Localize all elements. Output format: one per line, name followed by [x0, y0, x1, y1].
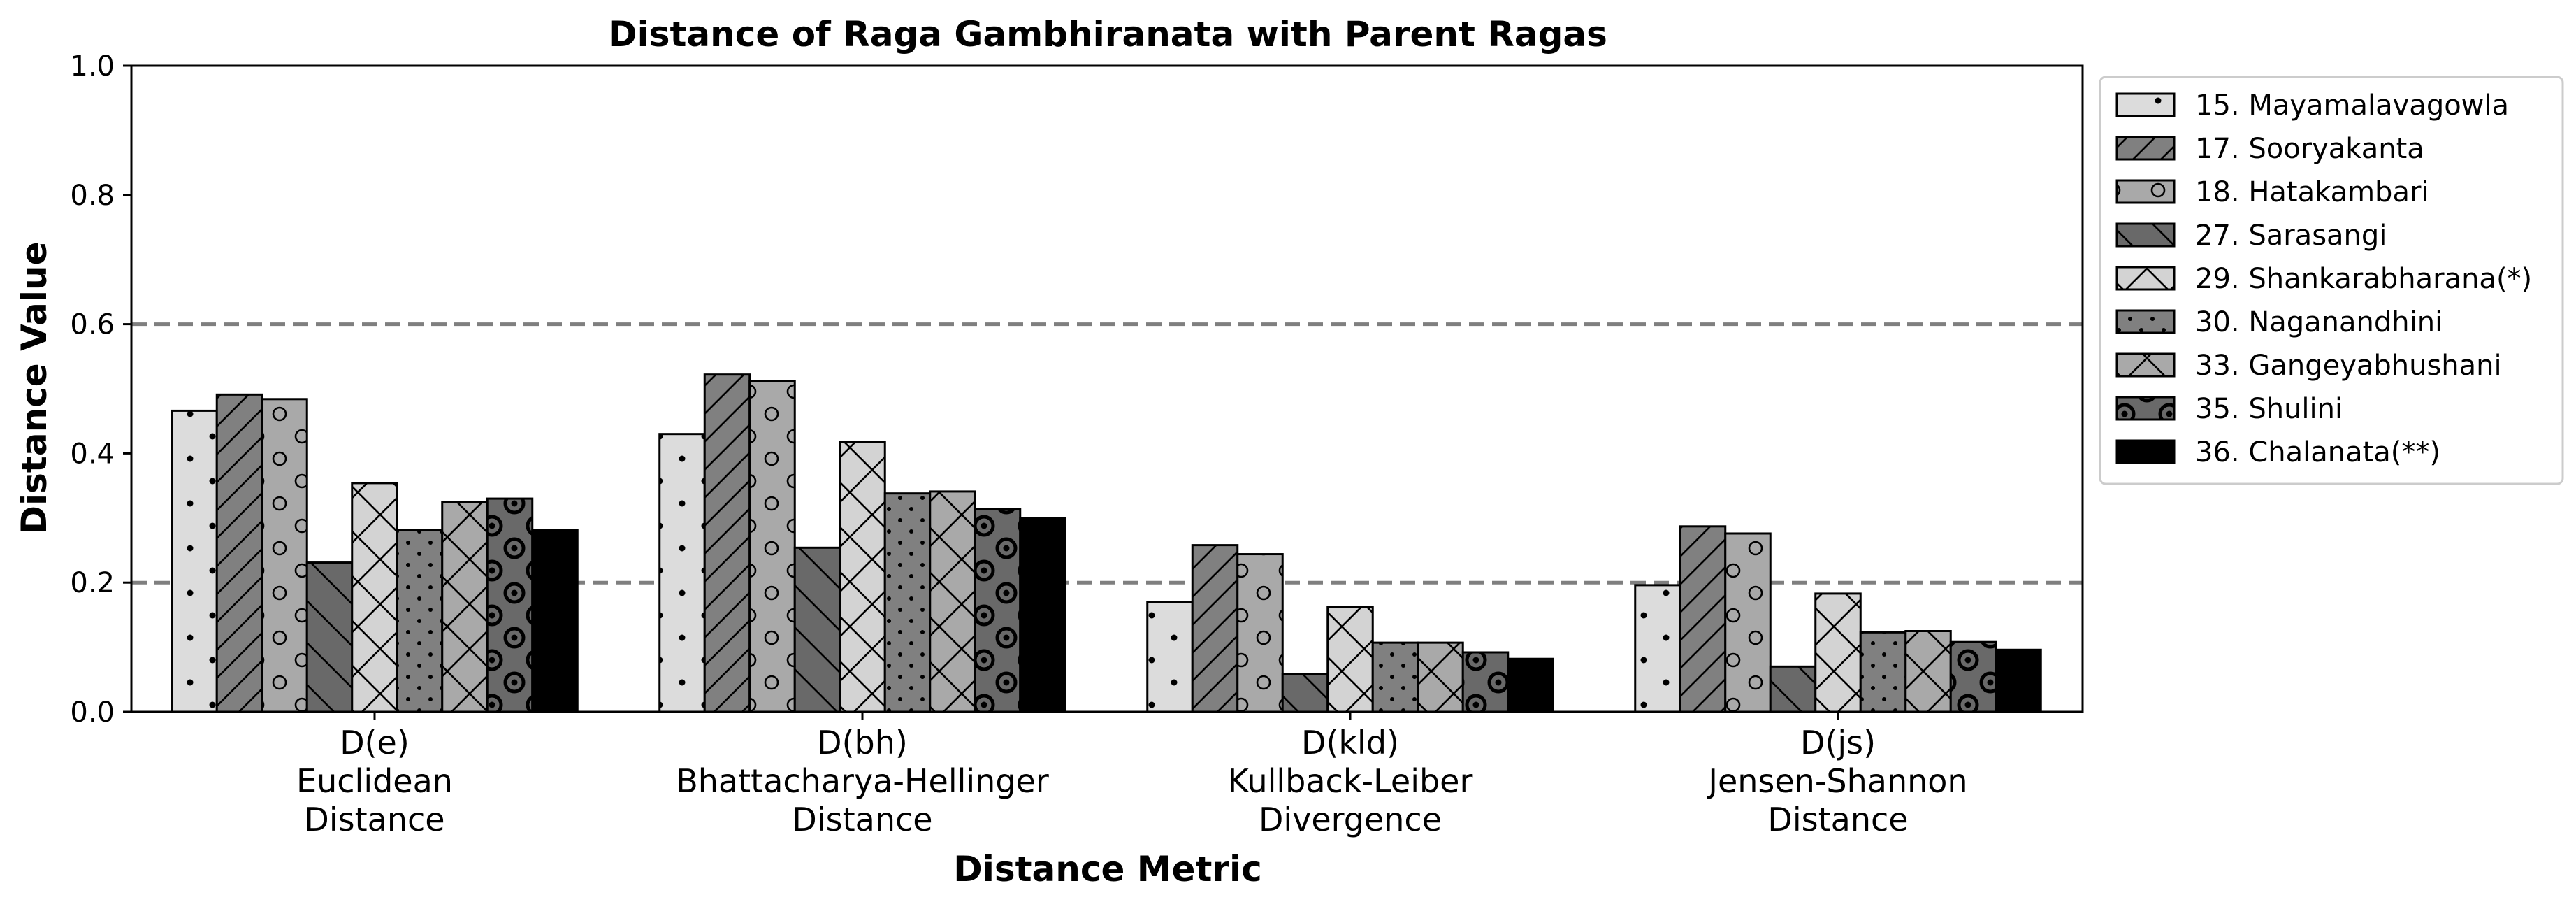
bar-1-7 [974, 508, 1022, 713]
bar-3-7 [1949, 640, 1997, 713]
legend-label-6: 33. Gangeyabhushani [2195, 350, 2502, 382]
legend-swatch-7 [2115, 396, 2176, 421]
x-tick-label-2-0: D(kld) [1301, 724, 1399, 761]
bar-1-5 [883, 492, 932, 713]
legend-swatch-0 [2115, 92, 2176, 117]
bar-3-4 [1814, 592, 1862, 713]
legend-label-3: 27. Sarasangi [2195, 220, 2387, 252]
legend-swatch-6 [2115, 352, 2176, 378]
legend-swatch-5 [2115, 309, 2176, 334]
bar-3-2 [1724, 532, 1772, 713]
legend-swatch-3 [2115, 222, 2176, 248]
bar-2-6 [1417, 641, 1464, 713]
bar-0-0 [171, 409, 218, 713]
y-tick-label-0: 0.0 [70, 696, 115, 729]
legend-label-1: 17. Sooryakanta [2195, 133, 2424, 165]
bar-0-2 [261, 398, 308, 713]
bar-0-1 [215, 393, 263, 713]
legend-swatch-2 [2115, 179, 2176, 204]
legend-label-7: 35. Shulini [2195, 393, 2343, 425]
legend-swatch-4 [2115, 266, 2176, 291]
bar-2-2 [1236, 553, 1284, 713]
legend-label-2: 18. Hatakambari [2195, 176, 2429, 208]
x-tick-label-3-0: D(js) [1800, 724, 1876, 761]
plot-frame [130, 64, 2084, 713]
legend-label-0: 15. Mayamalavagowla [2195, 90, 2509, 122]
bar-1-3 [793, 546, 841, 713]
y-tick-label-4: 0.8 [70, 180, 115, 212]
bar-0-3 [305, 561, 354, 713]
bar-2-4 [1326, 606, 1374, 713]
bar-2-3 [1281, 673, 1329, 713]
legend-label-8: 36. Chalanata(**) [2195, 436, 2440, 468]
x-tick-label-0-2: Distance [304, 801, 444, 838]
y-axis-title: Distance Value [14, 242, 55, 535]
chart-title: Distance of Raga Gambhiranata with Paren… [608, 14, 1607, 55]
bar-1-6 [929, 490, 976, 713]
bar-1-1 [703, 373, 751, 713]
axes: 0.00.20.40.60.81.0D(e)EuclideanDistanceD… [70, 50, 2084, 838]
bar-0-4 [351, 482, 398, 713]
legend-box [2099, 76, 2564, 485]
legend-swatch-8 [2115, 439, 2176, 464]
bar-2-1 [1191, 544, 1239, 713]
bar-3-1 [1679, 525, 1727, 713]
x-tick-label-2-1: Kullback-Leiber [1228, 762, 1473, 800]
bar-2-5 [1371, 641, 1419, 713]
bar-1-0 [658, 433, 706, 713]
bar-3-3 [1769, 665, 1817, 713]
bar-2-0 [1146, 601, 1194, 713]
bar-3-8 [1995, 648, 2042, 713]
x-tick-label-0-0: D(e) [340, 724, 410, 761]
legend-label-5: 30. Naganandhini [2195, 306, 2443, 338]
bar-3-5 [1859, 631, 1907, 713]
bar-2-8 [1507, 657, 1554, 713]
bar-1-4 [839, 441, 886, 713]
x-tick-label-3-2: Distance [1767, 801, 1908, 838]
x-tick-label-1-1: Bhattacharya-Hellinger [676, 762, 1049, 800]
bar-3-0 [1634, 584, 1681, 713]
y-tick-label-1: 0.2 [70, 567, 115, 599]
bar-1-8 [1019, 517, 1066, 713]
y-tick-label-2: 0.4 [70, 438, 115, 470]
bar-0-7 [486, 497, 534, 713]
y-tick-label-3: 0.6 [70, 309, 115, 341]
x-tick-label-3-1: Jensen-Shannon [1706, 762, 1967, 800]
bar-3-6 [1904, 630, 1952, 713]
bar-2-7 [1461, 651, 1510, 713]
bar-0-5 [396, 529, 444, 713]
bar-0-8 [531, 529, 579, 713]
legend-swatch-1 [2115, 136, 2176, 161]
x-tick-label-1-0: D(bh) [817, 724, 908, 761]
x-tick-label-0-1: Euclidean [296, 762, 453, 800]
legend-label-4: 29. Shankarabharana(*) [2195, 263, 2532, 295]
bar-0-6 [441, 501, 489, 713]
x-tick-label-1-2: Distance [792, 801, 932, 838]
x-axis-title: Distance Metric [953, 849, 1262, 889]
bar-1-2 [748, 380, 796, 713]
bars [171, 373, 2042, 713]
y-tick-label-5: 1.0 [70, 50, 115, 83]
legend: 15. Mayamalavagowla 17. Sooryakanta 18. Ha… [2099, 76, 2564, 485]
x-tick-label-2-2: Divergence [1259, 801, 1442, 838]
